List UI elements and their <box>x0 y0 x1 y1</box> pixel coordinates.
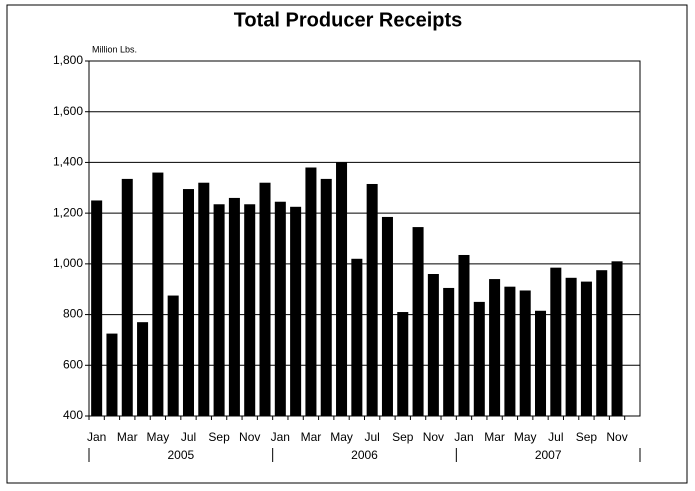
x-tick-label: May <box>514 430 537 444</box>
bar <box>489 279 501 416</box>
x-tick-label: Jul <box>548 430 563 444</box>
bar <box>580 281 592 416</box>
bar <box>121 178 133 416</box>
bar <box>152 172 164 416</box>
bar <box>443 287 455 416</box>
x-tick-label: Nov <box>239 430 260 444</box>
y-tick-label: 400 <box>63 408 83 422</box>
chart-title: Total Producer Receipts <box>234 9 463 31</box>
group-label: 2006 <box>351 448 378 462</box>
x-tick-label: Nov <box>423 430 444 444</box>
bar <box>228 197 240 416</box>
bar <box>366 183 378 416</box>
bar <box>182 189 194 416</box>
y-tick-label: 1,600 <box>53 104 83 118</box>
bar <box>167 295 179 416</box>
y-unit-label: Million Lbs. <box>92 44 137 54</box>
bar <box>412 227 424 416</box>
x-tick-label: Nov <box>606 430 627 444</box>
x-tick-label: Jul <box>364 430 379 444</box>
y-tick-label: 600 <box>63 357 83 371</box>
bar <box>336 162 348 416</box>
y-tick-label: 1,000 <box>53 256 83 270</box>
bar <box>458 254 470 416</box>
x-tick-label: Sep <box>392 430 414 444</box>
bar <box>106 333 118 416</box>
bar <box>244 204 256 416</box>
y-tick-label: 1,800 <box>53 53 83 67</box>
bar <box>290 206 302 416</box>
x-tick-label: Jul <box>181 430 196 444</box>
group-label: 2007 <box>535 448 562 462</box>
bar <box>259 182 271 416</box>
y-tick-label: 1,200 <box>53 205 83 219</box>
group-label: 2005 <box>167 448 194 462</box>
bar <box>397 312 409 416</box>
bar <box>550 267 562 416</box>
bar <box>519 290 531 416</box>
bar <box>381 216 393 416</box>
bar <box>274 201 286 416</box>
bar <box>473 301 485 416</box>
bar <box>351 258 363 416</box>
x-tick-label: Sep <box>576 430 598 444</box>
x-tick-label: May <box>330 430 353 444</box>
bar <box>427 274 439 416</box>
bar <box>305 167 317 416</box>
x-tick-label: Jan <box>271 430 290 444</box>
bar <box>91 200 103 416</box>
y-tick-label: 1,400 <box>53 155 83 169</box>
bar <box>504 286 516 416</box>
bar <box>596 270 608 416</box>
x-tick-label: Mar <box>301 430 322 444</box>
bar <box>320 178 332 416</box>
x-tick-label: Mar <box>117 430 138 444</box>
x-tick-label: May <box>147 430 170 444</box>
bar <box>198 182 210 416</box>
bar <box>137 322 149 416</box>
x-tick-label: Mar <box>484 430 505 444</box>
bar <box>535 310 547 416</box>
x-tick-label: Sep <box>208 430 230 444</box>
bar <box>565 277 577 416</box>
bar <box>213 204 225 416</box>
x-tick-label: Jan <box>87 430 106 444</box>
bar <box>611 261 623 416</box>
x-tick-label: Jan <box>454 430 473 444</box>
y-tick-label: 800 <box>63 307 83 321</box>
